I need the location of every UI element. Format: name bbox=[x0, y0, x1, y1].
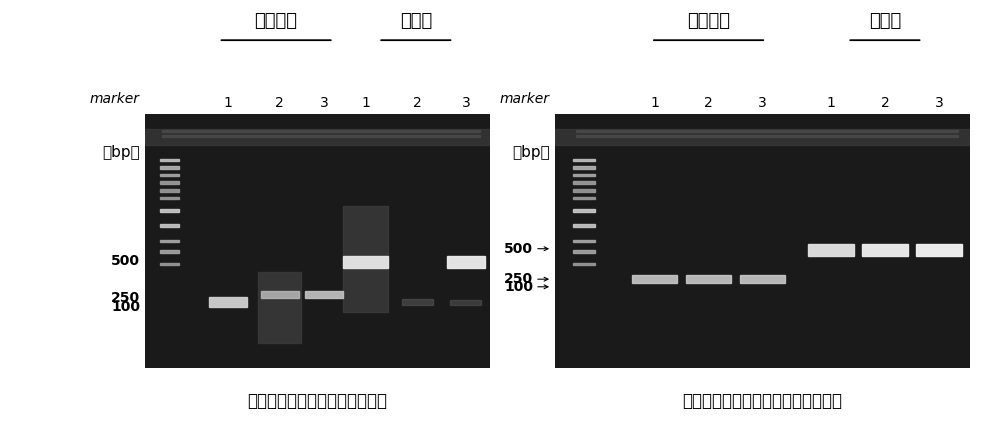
Bar bbox=[162, 130, 480, 132]
Text: 3: 3 bbox=[320, 96, 329, 110]
Text: 3: 3 bbox=[758, 96, 767, 110]
Bar bbox=[573, 240, 595, 242]
Text: 2: 2 bbox=[413, 96, 422, 110]
Bar bbox=[160, 189, 179, 192]
Bar bbox=[740, 275, 785, 283]
Text: 1: 1 bbox=[223, 96, 232, 110]
Text: marker: marker bbox=[500, 92, 550, 106]
Bar bbox=[808, 244, 854, 256]
Bar bbox=[573, 181, 595, 184]
Bar bbox=[160, 159, 179, 161]
Bar bbox=[632, 275, 677, 283]
Bar bbox=[305, 291, 343, 298]
Text: 2: 2 bbox=[275, 96, 284, 110]
Text: （bp）: （bp） bbox=[102, 145, 140, 160]
Bar bbox=[209, 297, 247, 307]
Text: 250: 250 bbox=[111, 291, 140, 305]
Bar bbox=[160, 240, 179, 242]
Text: 100: 100 bbox=[504, 280, 533, 294]
Text: 1: 1 bbox=[361, 96, 370, 110]
Bar bbox=[160, 166, 179, 169]
Text: 500: 500 bbox=[504, 242, 533, 256]
Bar bbox=[573, 263, 595, 265]
Bar bbox=[573, 224, 595, 228]
Bar bbox=[573, 159, 595, 161]
Text: 2: 2 bbox=[881, 96, 889, 110]
Bar bbox=[573, 197, 595, 199]
Bar bbox=[447, 255, 485, 268]
Bar bbox=[573, 174, 595, 176]
Bar bbox=[916, 244, 962, 256]
Bar bbox=[261, 291, 299, 298]
Text: （bp）: （bp） bbox=[512, 145, 550, 160]
Bar bbox=[145, 129, 490, 145]
Bar bbox=[160, 224, 179, 228]
Bar bbox=[573, 209, 595, 212]
Bar bbox=[686, 275, 731, 283]
Bar bbox=[555, 129, 970, 145]
Bar bbox=[160, 174, 179, 176]
Bar bbox=[160, 250, 179, 253]
Text: 500: 500 bbox=[111, 254, 140, 269]
Text: marker: marker bbox=[90, 92, 140, 106]
Text: 未经胶原酶与透明质酸酶混合酶消化: 未经胶原酶与透明质酸酶混合酶消化 bbox=[683, 392, 843, 410]
Bar bbox=[573, 189, 595, 192]
Text: 2: 2 bbox=[704, 96, 713, 110]
Bar bbox=[160, 197, 179, 199]
Bar bbox=[343, 206, 388, 312]
Text: 250: 250 bbox=[504, 272, 533, 286]
Bar bbox=[162, 135, 480, 137]
Text: 1: 1 bbox=[650, 96, 659, 110]
Bar bbox=[343, 255, 388, 268]
Text: 持家基因: 持家基因 bbox=[255, 11, 298, 30]
Bar bbox=[862, 244, 908, 256]
Text: 3: 3 bbox=[461, 96, 470, 110]
Bar bbox=[402, 299, 433, 305]
Bar bbox=[576, 135, 958, 137]
Text: 持家基因: 持家基因 bbox=[687, 11, 730, 30]
Text: 3: 3 bbox=[935, 96, 943, 110]
Text: 1: 1 bbox=[827, 96, 835, 110]
Bar bbox=[160, 181, 179, 184]
Bar bbox=[576, 130, 958, 132]
Text: 靶基因: 靶基因 bbox=[869, 11, 901, 30]
Bar bbox=[160, 209, 179, 212]
Bar bbox=[160, 263, 179, 265]
Text: 100: 100 bbox=[111, 300, 140, 314]
Text: 靶基因: 靶基因 bbox=[400, 11, 432, 30]
Bar bbox=[573, 250, 595, 253]
Bar bbox=[450, 300, 481, 305]
Bar bbox=[258, 272, 301, 343]
Bar bbox=[573, 166, 595, 169]
Text: 胶原酶与透明质酸酶混合酶消化: 胶原酶与透明质酸酶混合酶消化 bbox=[248, 392, 388, 410]
